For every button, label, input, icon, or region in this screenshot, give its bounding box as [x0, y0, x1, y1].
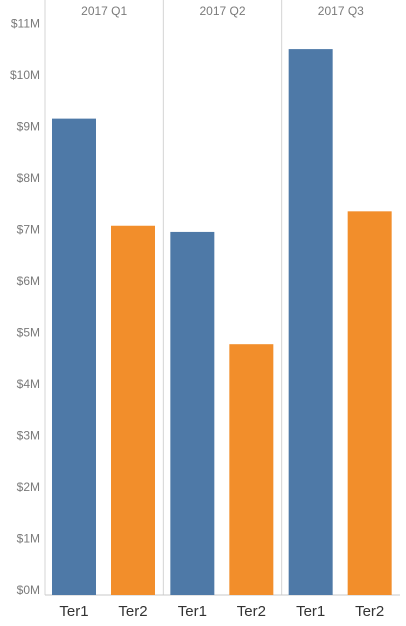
x-tick-label: Ter1: [296, 603, 325, 620]
x-axis: Ter1 Ter2 Ter1 Ter2 Ter1 Ter2: [59, 603, 384, 620]
y-tick-label: $7M: [17, 223, 40, 237]
y-tick-label: $10M: [10, 68, 40, 82]
bar-ter1-3: [288, 49, 333, 596]
y-tick-label: $3M: [17, 429, 40, 443]
bar-ter1-1: [52, 118, 96, 595]
panel-header-label: 2017 Q2: [199, 4, 245, 18]
y-tick-label: $8M: [17, 171, 40, 185]
bars: [52, 49, 392, 596]
bar-ter2-3: [347, 211, 392, 595]
y-tick-label: $9M: [17, 120, 40, 134]
y-tick-label: $4M: [17, 377, 40, 391]
y-tick-label: $1M: [17, 532, 40, 546]
bar-ter1-2: [170, 231, 215, 596]
y-axis: $0M $1M $2M $3M $4M $5M $6M $7M $8M $9M $10M $11M: [10, 17, 40, 598]
x-tick-label: Ter1: [59, 603, 88, 620]
y-tick-label: $5M: [17, 326, 40, 340]
x-tick-label: Ter2: [237, 603, 266, 620]
panel-header-label: 2017 Q1: [81, 4, 127, 18]
bar-ter2-1: [111, 225, 155, 595]
y-tick-label: $11M: [11, 17, 40, 31]
x-tick-label: Ter2: [355, 603, 384, 620]
x-tick-label: Ter1: [178, 603, 207, 620]
panel-headers: 2017 Q1 2017 Q2 2017 Q3: [81, 4, 364, 18]
y-tick-label: $6M: [17, 274, 40, 288]
y-tick-label: $0M: [17, 583, 40, 597]
y-tick-label: $2M: [17, 480, 40, 494]
bar-ter2-2: [229, 344, 274, 595]
panel-dividers: [44, 0, 400, 596]
panel-header-label: 2017 Q3: [318, 4, 364, 18]
x-tick-label: Ter2: [118, 603, 147, 620]
